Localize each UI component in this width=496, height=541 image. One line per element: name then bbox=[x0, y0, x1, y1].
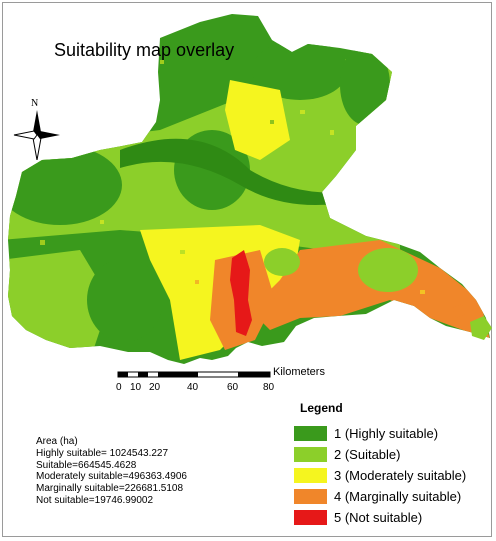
map-frame bbox=[2, 2, 492, 537]
legend-item-marginally-suitable: 4 (Marginally suitable) bbox=[294, 488, 461, 504]
scale-tick: 0 bbox=[116, 382, 122, 393]
area-heading: Area (ha) bbox=[36, 436, 78, 447]
area-line: Suitable=664545.4628 bbox=[36, 459, 137, 471]
legend-swatch bbox=[294, 446, 327, 462]
area-line: Marginally suitable=226681.5108 bbox=[36, 483, 184, 495]
scale-tick: 60 bbox=[227, 382, 239, 393]
legend-label: 3 (Moderately suitable) bbox=[334, 467, 467, 483]
area-line: Moderately suitable=496363.4906 bbox=[36, 471, 187, 483]
scale-tick: 20 bbox=[149, 382, 161, 393]
scale-tick: 40 bbox=[187, 382, 199, 393]
legend-item-moderately-suitable: 3 (Moderately suitable) bbox=[294, 467, 466, 483]
legend-swatch bbox=[294, 425, 327, 441]
scale-bar bbox=[117, 371, 271, 378]
north-label: N bbox=[31, 98, 39, 109]
legend-label: 2 (Suitable) bbox=[334, 446, 401, 462]
legend-label: 5 (Not suitable) bbox=[334, 509, 423, 525]
map-title: Suitability map overlay bbox=[54, 40, 235, 60]
area-statistics: Area (ha) Highly suitable= 1024543.227 S… bbox=[36, 436, 187, 507]
scale-tick: 80 bbox=[263, 382, 275, 393]
legend-swatch bbox=[294, 488, 327, 504]
legend-title: Legend bbox=[300, 401, 343, 415]
legend-item-highly-suitable: 1 (Highly suitable) bbox=[294, 425, 438, 441]
scale-unit: Kilometers bbox=[273, 366, 325, 378]
legend-label: 1 (Highly suitable) bbox=[334, 425, 439, 441]
legend-item-suitable: 2 (Suitable) bbox=[294, 446, 400, 462]
scale-tick: 10 bbox=[130, 382, 142, 393]
legend-swatch bbox=[294, 467, 327, 483]
legend-swatch bbox=[294, 509, 327, 525]
legend-label: 4 (Marginally suitable) bbox=[334, 488, 462, 504]
north-arrow-icon bbox=[13, 110, 60, 160]
area-line: Highly suitable= 1024543.227 bbox=[36, 447, 169, 459]
legend-item-not-suitable: 5 (Not suitable) bbox=[294, 509, 422, 525]
area-line: Not suitable=19746.99002 bbox=[36, 494, 154, 506]
